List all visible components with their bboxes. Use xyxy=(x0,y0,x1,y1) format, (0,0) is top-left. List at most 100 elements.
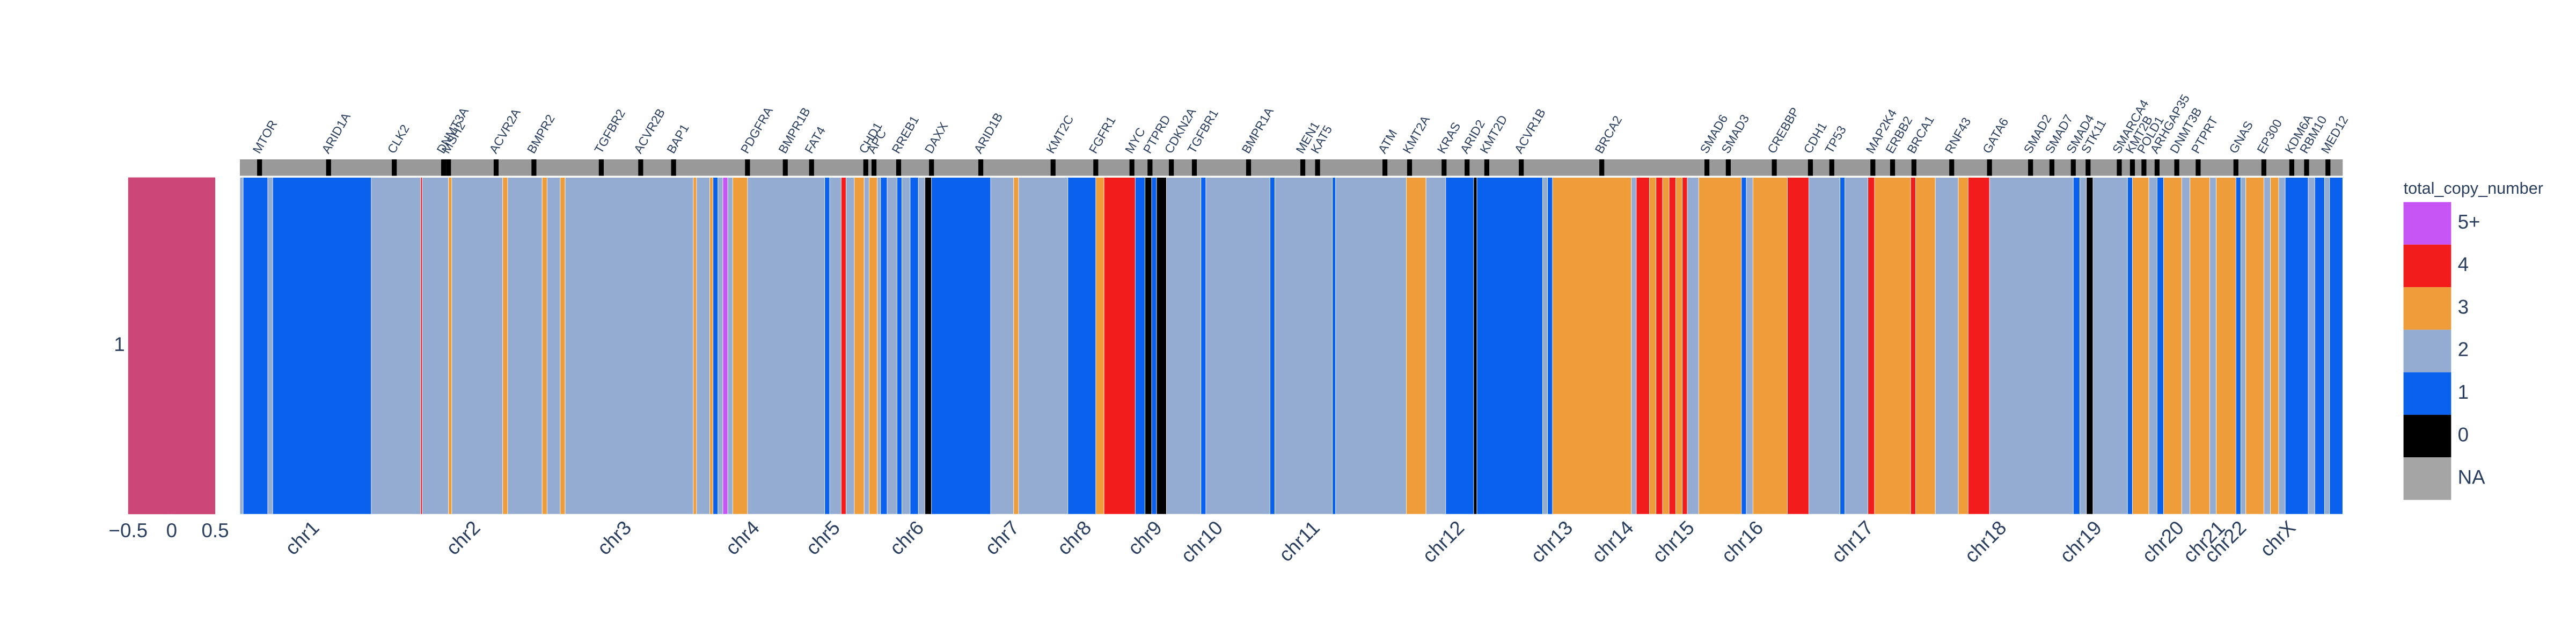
gene-tick xyxy=(598,159,604,176)
gene-tick xyxy=(326,159,331,176)
gene-tick xyxy=(1870,159,1876,176)
copy-number-segment xyxy=(2270,177,2279,515)
copy-number-segment xyxy=(1868,177,1875,515)
copy-number-segment xyxy=(565,177,694,515)
copy-number-segment xyxy=(2314,177,2325,515)
copy-number-segment xyxy=(925,177,932,515)
copy-number-segment xyxy=(1752,177,1788,515)
gene-tick xyxy=(2196,159,2201,176)
copy-number-segment xyxy=(1205,177,1270,515)
copy-number-segment xyxy=(931,177,991,515)
copy-number-segment xyxy=(267,177,273,515)
gene-tick xyxy=(1599,159,1605,176)
legend-label: 3 xyxy=(2458,296,2469,318)
copy-number-segment xyxy=(1445,177,1474,515)
gene-tick xyxy=(638,159,643,176)
copy-number-segment xyxy=(713,177,719,515)
copy-number-segment xyxy=(1840,177,1846,515)
gene-tick xyxy=(2129,159,2135,176)
copy-number-segment xyxy=(732,177,748,515)
copy-number-segment xyxy=(448,177,452,515)
copy-number-segment xyxy=(1332,177,1336,515)
copy-number-segment xyxy=(2127,177,2133,515)
copy-number-segment xyxy=(696,177,710,515)
gene-tick xyxy=(1300,159,1306,176)
copy-number-segment xyxy=(2080,177,2087,515)
copy-number-segment xyxy=(1675,177,1683,515)
gene-tick xyxy=(2028,159,2033,176)
gene-tick xyxy=(1169,159,1174,176)
copy-number-segment xyxy=(2209,177,2216,515)
copy-number-segment xyxy=(918,177,925,515)
copy-number-segment xyxy=(1874,177,1911,515)
copy-number-segment xyxy=(1809,177,1840,515)
copy-number-segment xyxy=(747,177,825,515)
copy-number-segment xyxy=(1631,177,1637,515)
gene-tick xyxy=(1704,159,1710,176)
copy-number-segment xyxy=(2216,177,2236,515)
gene-tick xyxy=(2117,159,2122,176)
gene-tick xyxy=(929,159,934,176)
gene-tick xyxy=(978,159,984,176)
copy-number-segment xyxy=(1698,177,1742,515)
gene-tick xyxy=(1050,159,1056,176)
legend-label: 2 xyxy=(2458,339,2469,361)
copy-number-segment xyxy=(1989,177,2074,515)
copy-number-segment xyxy=(718,177,723,515)
copy-number-segment xyxy=(1275,177,1333,515)
legend-swatch xyxy=(2403,414,2451,458)
copy-number-segment xyxy=(1067,177,1096,515)
gene-tick xyxy=(871,159,877,176)
copy-number-segment xyxy=(1013,177,1019,515)
copy-number-segment xyxy=(1845,177,1868,515)
copy-number-segment xyxy=(1662,177,1670,515)
gene-tick xyxy=(1890,159,1896,176)
gene-tick xyxy=(1949,159,1955,176)
gene-tick xyxy=(745,159,750,176)
gene-tick xyxy=(1315,159,1320,176)
gene-tick xyxy=(1519,159,1524,176)
gene-bar xyxy=(239,159,2343,176)
gene-tick xyxy=(2233,159,2238,176)
gene-tick xyxy=(2049,159,2055,176)
legend-label: 5+ xyxy=(2458,211,2480,233)
legend-title: total_copy_number xyxy=(2404,179,2543,197)
copy-number-segment xyxy=(1201,177,1206,515)
gene-tick xyxy=(446,159,451,176)
copy-number-segment xyxy=(2181,177,2190,515)
gene-tick xyxy=(1129,159,1135,176)
gene-tick xyxy=(863,159,868,176)
copy-number-segment xyxy=(2086,177,2094,515)
heatmap-cell xyxy=(128,177,216,515)
copy-number-segment xyxy=(1406,177,1426,515)
legend-swatch xyxy=(2403,372,2451,415)
copy-number-segment xyxy=(869,177,878,515)
copy-number-segment xyxy=(420,177,423,515)
copy-number-segment xyxy=(451,177,503,515)
copy-number-segment xyxy=(2241,177,2246,515)
copy-number-segment xyxy=(2235,177,2241,515)
copy-number-segment xyxy=(1166,177,1202,515)
legend-label: 1 xyxy=(2458,381,2469,403)
gene-tick xyxy=(1407,159,1413,176)
gene-tick xyxy=(493,159,499,176)
copy-number-segment xyxy=(272,177,372,515)
copy-number-segment xyxy=(910,177,919,515)
x-tick-label: 0.5 xyxy=(201,519,229,541)
copy-number-segment xyxy=(854,177,865,515)
gene-tick xyxy=(1911,159,1916,176)
copy-number-segment xyxy=(371,177,421,515)
copy-number-segment xyxy=(990,177,1014,515)
gene-tick xyxy=(2261,159,2266,176)
copy-number-segment xyxy=(1018,177,1069,515)
legend-label: 4 xyxy=(2458,253,2469,275)
copy-number-segment xyxy=(422,177,449,515)
copy-number-segment xyxy=(1682,177,1688,515)
gene-tick xyxy=(782,159,788,176)
legend-swatch xyxy=(2403,202,2451,245)
gene-tick xyxy=(1807,159,1813,176)
copy-number-segment xyxy=(541,177,547,515)
gene-tick xyxy=(531,159,537,176)
gene-tick xyxy=(2174,159,2179,176)
